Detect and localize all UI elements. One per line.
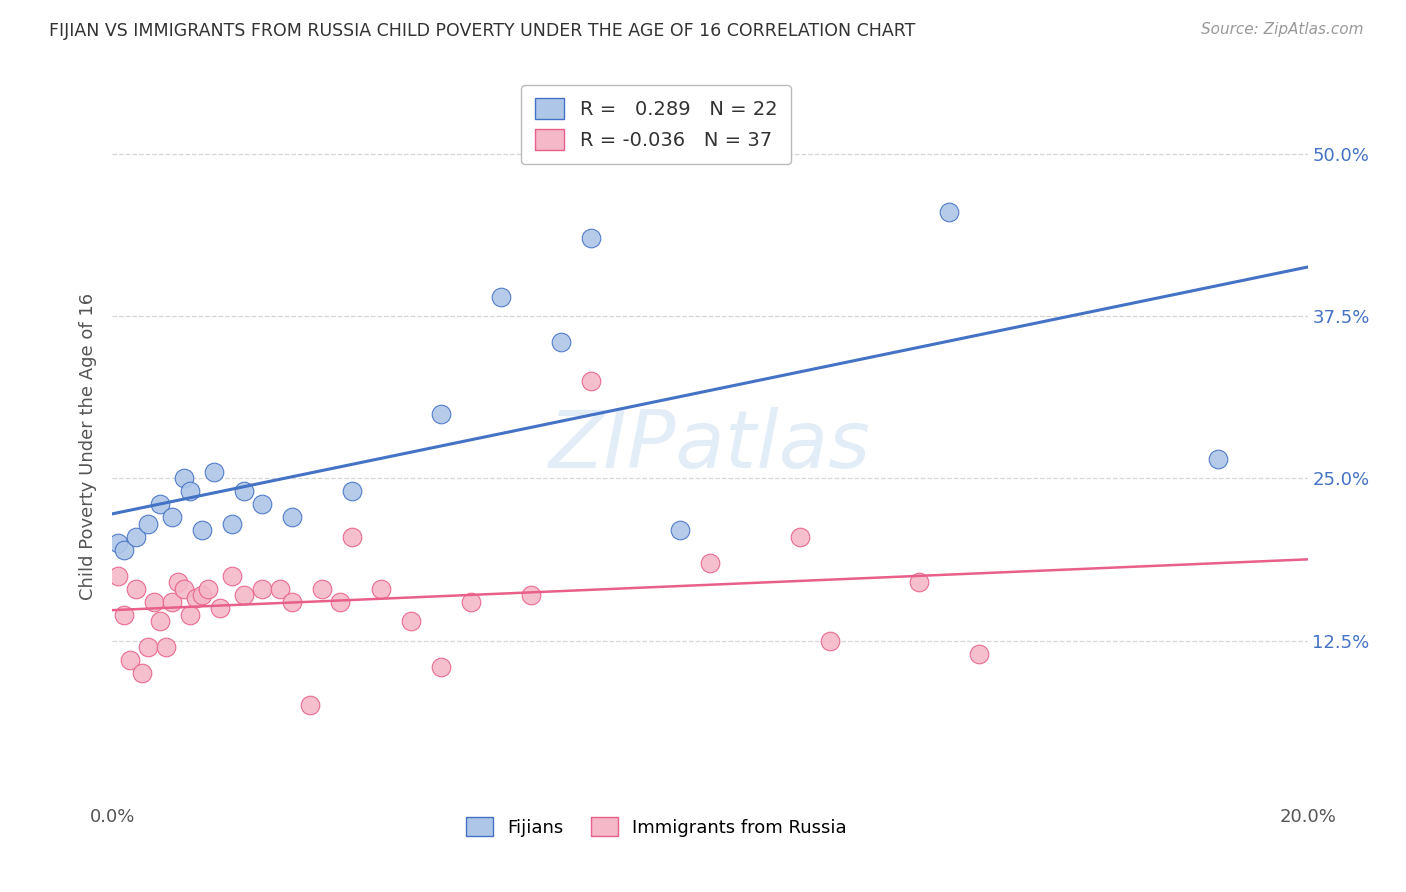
Point (162, 595, 183, 609)
Point (107, 568, 129, 582)
Point (167, 575, 190, 590)
Point (179, 484, 201, 499)
Point (298, 698, 321, 713)
Point (107, 536, 129, 550)
Point (908, 575, 931, 590)
Point (143, 595, 166, 609)
Point (179, 607, 201, 622)
Point (197, 582, 219, 596)
Point (149, 497, 172, 511)
Point (138, 640, 160, 654)
Point (209, 601, 232, 615)
Point (967, 647, 990, 661)
Point (430, 659, 453, 673)
Point (311, 582, 333, 596)
Point (162, 510, 183, 524)
Point (579, 231, 602, 245)
Point (430, 407, 453, 421)
Text: Source: ZipAtlas.com: Source: ZipAtlas.com (1201, 22, 1364, 37)
Point (173, 471, 195, 485)
Point (131, 666, 153, 681)
Point (191, 524, 214, 538)
Point (818, 633, 841, 648)
Point (202, 465, 225, 479)
Point (250, 497, 273, 511)
Point (520, 588, 543, 602)
Point (329, 595, 352, 609)
Point (460, 595, 482, 609)
Legend: Fijians, Immigrants from Russia: Fijians, Immigrants from Russia (458, 809, 853, 844)
Point (370, 582, 392, 596)
Point (138, 516, 160, 531)
Point (233, 484, 256, 499)
Point (114, 542, 135, 557)
Point (789, 530, 811, 544)
Text: FIJIAN VS IMMIGRANTS FROM RUSSIA CHILD POVERTY UNDER THE AGE OF 16 CORRELATION C: FIJIAN VS IMMIGRANTS FROM RUSSIA CHILD P… (49, 22, 915, 40)
Point (120, 653, 142, 667)
Point (938, 205, 960, 219)
Point (125, 582, 148, 596)
Point (340, 484, 363, 499)
Point (114, 607, 135, 622)
Point (269, 582, 291, 596)
Point (579, 374, 602, 388)
Point (125, 530, 148, 544)
Point (1206, 452, 1229, 467)
Point (669, 524, 692, 538)
Point (281, 595, 304, 609)
Point (699, 556, 721, 570)
Point (155, 640, 177, 654)
Point (191, 588, 214, 602)
Point (281, 510, 304, 524)
Point (550, 335, 572, 350)
Point (221, 516, 243, 531)
Point (149, 614, 172, 628)
Point (233, 588, 256, 602)
Point (401, 614, 423, 628)
Point (250, 582, 273, 596)
Point (173, 582, 195, 596)
Y-axis label: Child Poverty Under the Age of 16: Child Poverty Under the Age of 16 (79, 293, 97, 599)
Text: ZIPatlas: ZIPatlas (548, 407, 872, 485)
Point (340, 530, 363, 544)
Point (221, 568, 243, 582)
Point (186, 591, 208, 605)
Point (489, 290, 512, 304)
